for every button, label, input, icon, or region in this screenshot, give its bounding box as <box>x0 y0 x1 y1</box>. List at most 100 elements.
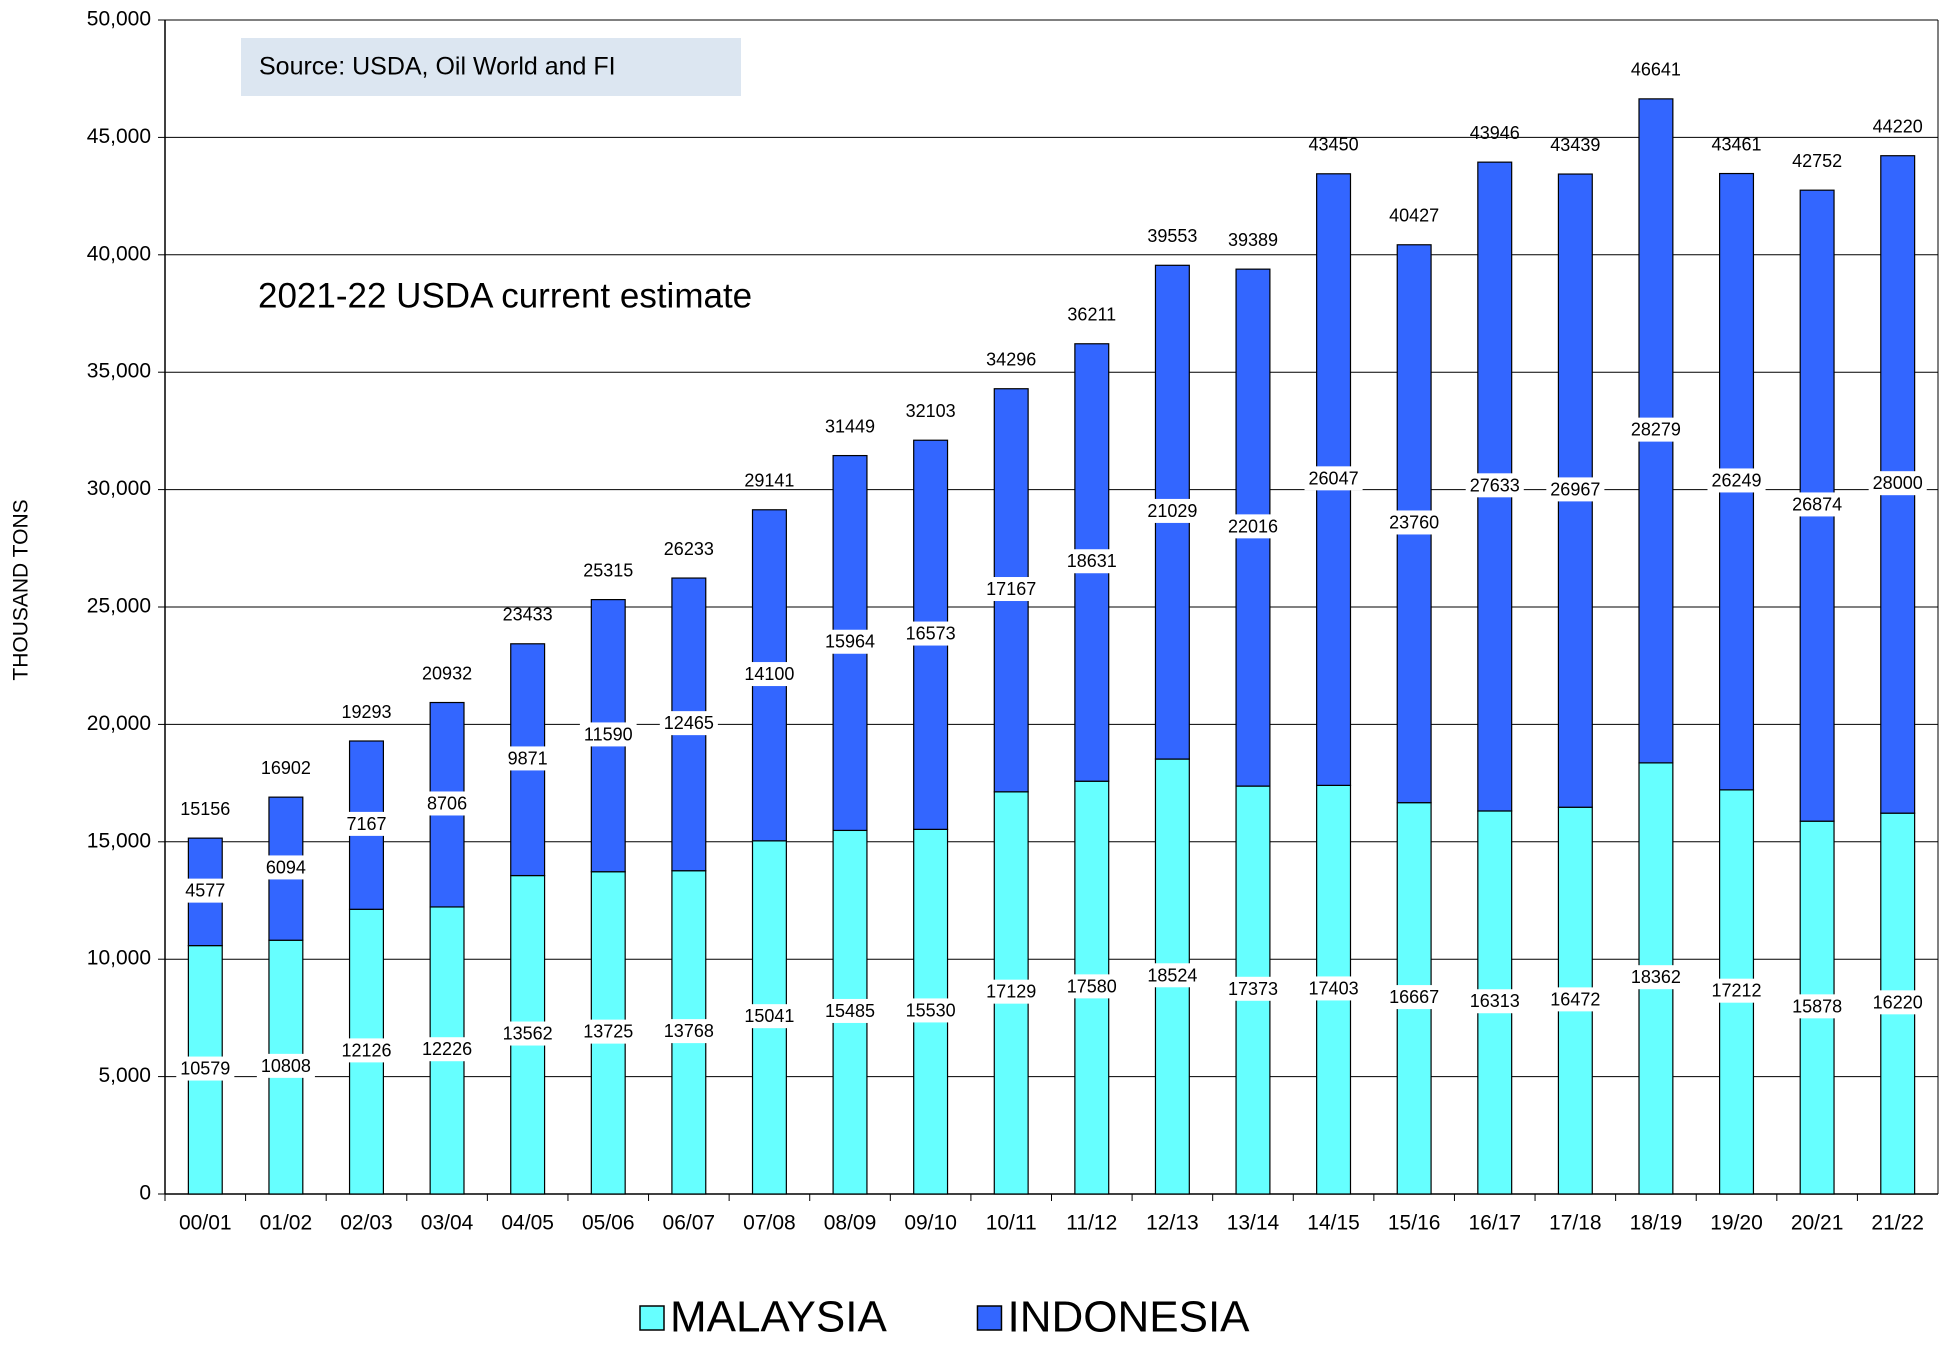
x-tick-label: 04/05 <box>501 1212 554 1235</box>
data-label: 26249 <box>1711 470 1761 490</box>
data-label: 18524 <box>1147 965 1197 985</box>
data-label: 16472 <box>1550 989 1600 1009</box>
x-tick-label: 17/18 <box>1549 1212 1602 1235</box>
data-label: 15878 <box>1792 996 1842 1016</box>
y-axis-label: THOUSAND TONS <box>10 499 33 680</box>
label-box <box>982 577 1041 602</box>
label-box <box>176 1056 235 1081</box>
data-label: 17373 <box>1228 979 1278 999</box>
data-label: 15964 <box>825 632 875 652</box>
y-tick-label: 40,000 <box>87 242 151 265</box>
y-tick-label: 35,000 <box>87 360 151 383</box>
data-label: 18362 <box>1631 967 1681 987</box>
y-tick-label: 25,000 <box>87 595 151 618</box>
label-box <box>1868 990 1927 1015</box>
data-label: 28000 <box>1873 473 1923 493</box>
label-box <box>820 998 880 1023</box>
data-label: 18631 <box>1067 551 1117 571</box>
data-label: 28279 <box>1631 420 1681 440</box>
data-label: 16667 <box>1389 987 1439 1007</box>
data-label: 32103 <box>906 401 956 421</box>
data-label: 26233 <box>664 539 714 559</box>
data-label: 15041 <box>744 1006 794 1026</box>
data-label: 44220 <box>1873 116 1923 136</box>
data-label: 16313 <box>1470 991 1520 1011</box>
label-box <box>1868 471 1927 496</box>
x-tick-label: 19/20 <box>1710 1212 1763 1235</box>
label-box <box>1385 985 1444 1010</box>
label-box <box>1546 987 1605 1012</box>
data-label: 13562 <box>503 1024 553 1044</box>
data-label: 16220 <box>1873 992 1923 1012</box>
x-tick-label: 08/09 <box>824 1212 877 1235</box>
data-label: 39553 <box>1147 226 1197 246</box>
label-box <box>1788 994 1847 1019</box>
label-box <box>820 629 880 654</box>
label-box <box>1304 976 1363 1001</box>
data-label: 7167 <box>346 814 386 834</box>
data-label: 39389 <box>1228 230 1278 250</box>
data-label: 43461 <box>1711 134 1761 154</box>
data-label: 11590 <box>584 724 633 744</box>
x-tick-label: 03/04 <box>421 1212 474 1235</box>
data-label: 17212 <box>1711 981 1761 1001</box>
legend-label: INDONESIA <box>1007 1293 1250 1342</box>
x-tick-label: 01/02 <box>260 1212 313 1235</box>
data-label: 15530 <box>906 1000 956 1020</box>
label-box <box>982 979 1041 1004</box>
data-label: 46641 <box>1631 60 1681 80</box>
x-tick-label: 21/22 <box>1871 1212 1924 1235</box>
data-label: 8706 <box>427 793 467 813</box>
label-box <box>901 998 960 1023</box>
data-label: 14100 <box>744 664 794 684</box>
x-tick-label: 14/15 <box>1307 1212 1360 1235</box>
label-box <box>1465 473 1524 498</box>
label-box <box>1143 498 1202 523</box>
data-label: 10808 <box>261 1056 311 1076</box>
label-box <box>1143 963 1202 988</box>
y-tick-label: 45,000 <box>87 125 151 148</box>
data-label: 12126 <box>341 1040 391 1060</box>
label-box <box>901 621 960 646</box>
x-tick-label: 20/21 <box>1791 1212 1844 1235</box>
data-label: 15156 <box>180 799 230 819</box>
data-label: 26967 <box>1550 479 1600 499</box>
bars <box>187 98 1916 1195</box>
x-tick-label: 00/01 <box>179 1212 232 1235</box>
data-label: 34296 <box>986 349 1036 369</box>
label-box <box>1062 549 1121 574</box>
label-box <box>261 855 310 880</box>
x-tick-label: 10/11 <box>986 1212 1037 1235</box>
x-tick-label: 13/14 <box>1227 1212 1280 1235</box>
x-tick-label: 06/07 <box>663 1212 716 1235</box>
label-box <box>1465 989 1524 1014</box>
x-tick-label: 07/08 <box>743 1212 796 1235</box>
label-box <box>1707 978 1766 1003</box>
data-label: 25315 <box>583 560 633 580</box>
label-box <box>1223 976 1283 1001</box>
legend-label: MALAYSIA <box>670 1293 887 1342</box>
y-tick-label: 10,000 <box>87 947 151 970</box>
data-label: 26874 <box>1792 494 1842 514</box>
label-box <box>579 722 637 747</box>
label-box <box>1626 417 1685 442</box>
y-tick-label: 5,000 <box>98 1064 151 1087</box>
x-tick-label: 09/10 <box>904 1212 957 1235</box>
data-label: 17167 <box>986 579 1036 599</box>
data-label: 17403 <box>1309 978 1359 998</box>
data-label: 12226 <box>422 1039 472 1059</box>
x-tick-label: 16/17 <box>1468 1212 1521 1235</box>
data-label: 21029 <box>1147 501 1197 521</box>
data-label: 17129 <box>986 982 1036 1002</box>
data-label: 13768 <box>664 1021 714 1041</box>
data-label: 29141 <box>744 471 794 491</box>
y-tick-label: 0 <box>139 1182 151 1205</box>
data-label: 36211 <box>1067 305 1116 325</box>
data-label: 12465 <box>664 713 714 733</box>
source-box <box>241 38 741 96</box>
data-label: 17580 <box>1067 976 1117 996</box>
label-box <box>342 811 391 836</box>
label-box <box>1626 965 1685 990</box>
data-label: 13725 <box>583 1022 633 1042</box>
